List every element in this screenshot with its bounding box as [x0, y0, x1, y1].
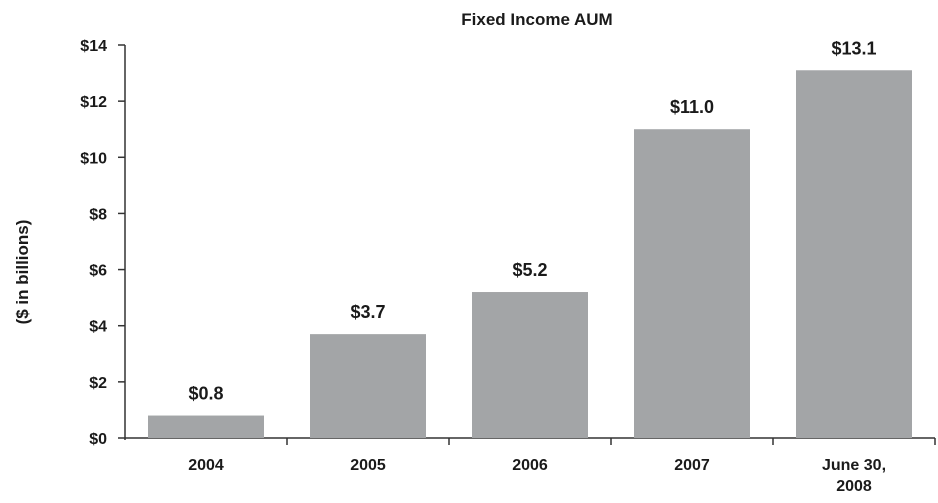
- x-tick-label: June 30, 2008: [822, 457, 886, 495]
- y-tick-label: $2: [89, 375, 107, 392]
- x-tick-label: 2005: [350, 457, 386, 474]
- x-axis-ticks: [286, 438, 936, 445]
- bar: [310, 334, 426, 438]
- y-axis-label: ($ in billions): [13, 220, 32, 325]
- bars-group: [148, 70, 912, 438]
- bar-value-label: $3.7: [350, 302, 385, 322]
- y-tick-label: $10: [80, 150, 107, 167]
- y-tick-label: $8: [89, 206, 107, 223]
- bar: [472, 292, 588, 438]
- y-tick-label: $6: [89, 263, 107, 280]
- x-tick-labels-group: 2004 2005 2006 2007 June 30, 2008: [188, 457, 886, 495]
- bar: [796, 70, 912, 438]
- x-tick-label: 2004: [188, 457, 224, 474]
- bar-value-label: $0.8: [188, 384, 223, 404]
- bar-value-label: $5.2: [512, 260, 547, 280]
- bar: [148, 415, 264, 438]
- y-tick-label: $4: [89, 319, 107, 336]
- bar-value-label: $13.1: [831, 38, 876, 58]
- chart-title: Fixed Income AUM: [461, 10, 612, 29]
- y-tick-label: $14: [80, 38, 107, 55]
- data-labels-group: $0.8 $3.7 $5.2 $11.0 $13.1: [188, 38, 876, 403]
- bar-value-label: $11.0: [670, 97, 714, 117]
- x-tick-label: 2007: [674, 457, 710, 474]
- x-tick-label: 2006: [512, 457, 548, 474]
- y-tick-label: $12: [80, 94, 107, 111]
- y-axis-ticks: $0 $2 $4 $6 $8 $10 $12 $14: [80, 38, 125, 448]
- y-tick-label: $0: [89, 431, 107, 448]
- bar: [634, 129, 750, 438]
